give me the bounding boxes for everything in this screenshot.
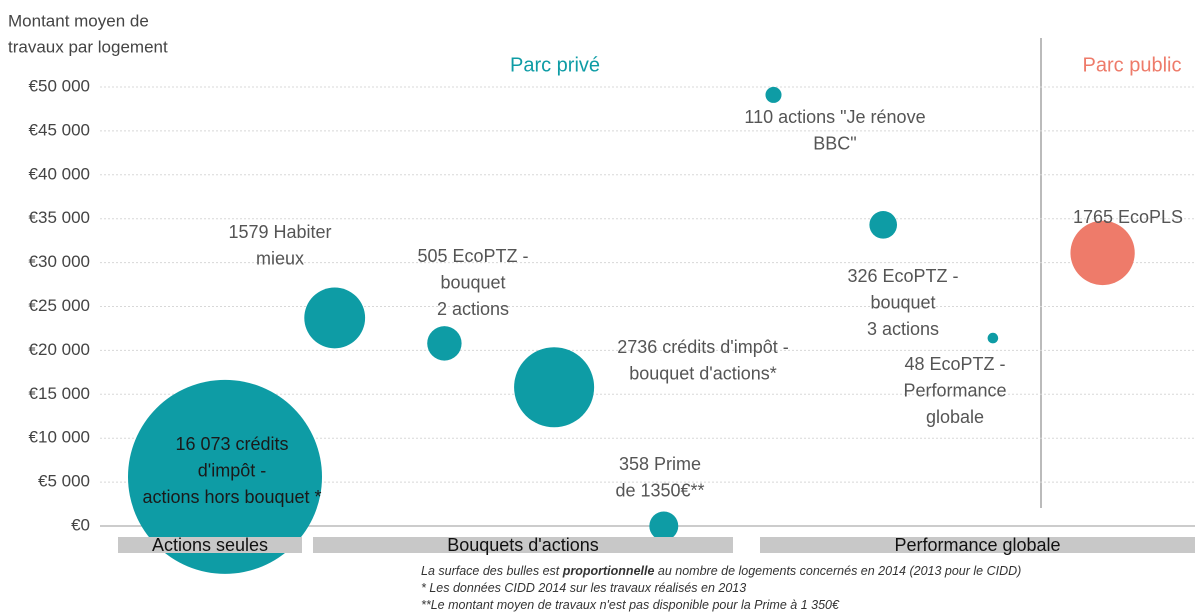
bubble bbox=[649, 511, 679, 541]
band bbox=[118, 537, 302, 553]
footnote-part: * Les données CIDD 2014 sur les travaux … bbox=[421, 581, 746, 595]
bubble bbox=[304, 287, 366, 349]
band-label: Bouquets d'actions bbox=[447, 535, 599, 555]
series-heading: Parc privé bbox=[510, 54, 600, 76]
bubble-label: bouquet bbox=[870, 292, 935, 312]
y-tick-label: €10 000 bbox=[29, 428, 90, 447]
bubble-label: 326 EcoPTZ - bbox=[847, 266, 958, 286]
band bbox=[760, 537, 1195, 553]
bubble-label: de 1350€** bbox=[615, 480, 704, 500]
bubble-label: globale bbox=[926, 407, 984, 427]
bubble bbox=[128, 379, 322, 574]
bubble bbox=[987, 332, 999, 344]
bubble-label: d'impôt - bbox=[198, 460, 266, 480]
band bbox=[313, 537, 733, 553]
bubble-label: bouquet d'actions* bbox=[629, 363, 777, 383]
bubble-label: 358 Prime bbox=[619, 454, 701, 474]
bubble-label: BBC" bbox=[813, 133, 856, 153]
footnote: La surface des bulles est proportionnell… bbox=[421, 564, 1021, 578]
footnote-part: La surface des bulles est bbox=[421, 564, 563, 578]
y-tick-label: €25 000 bbox=[29, 296, 90, 315]
bubble bbox=[765, 86, 782, 103]
bubble-label: bouquet bbox=[440, 272, 505, 292]
bubble-label: 3 actions bbox=[867, 319, 939, 339]
bubble-label: 505 EcoPTZ - bbox=[417, 246, 528, 266]
bubble-label: 110 actions "Je rénove bbox=[744, 107, 925, 127]
footnote-part: au nombre de logements concernés en 2014… bbox=[654, 564, 1021, 578]
bubble-label: actions hors bouquet * bbox=[142, 487, 321, 507]
footnote: * Les données CIDD 2014 sur les travaux … bbox=[421, 581, 746, 595]
band-label: Performance globale bbox=[894, 535, 1060, 555]
bubble-label: 1579 Habiter bbox=[228, 222, 331, 242]
y-tick-label: €5 000 bbox=[38, 472, 90, 491]
footnote-part: proportionnelle bbox=[562, 564, 655, 578]
bubble bbox=[514, 347, 595, 428]
bubble-label: 16 073 crédits bbox=[175, 434, 288, 454]
bubble bbox=[869, 211, 898, 239]
bubble-label: 2 actions bbox=[437, 299, 509, 319]
bubble-label: 48 EcoPTZ - bbox=[904, 354, 1005, 374]
band-label: Actions seules bbox=[152, 535, 268, 555]
bubble bbox=[1070, 220, 1135, 286]
y-tick-label: €0 bbox=[71, 515, 90, 534]
y-tick-label: €30 000 bbox=[29, 252, 90, 271]
bubble-label: mieux bbox=[256, 248, 304, 268]
series-heading: Parc public bbox=[1083, 54, 1182, 76]
footnote-part: **Le montant moyen de travaux n'est pas … bbox=[421, 598, 840, 612]
y-tick-label: €40 000 bbox=[29, 164, 90, 183]
y-tick-label: €15 000 bbox=[29, 384, 90, 403]
y-axis-title: travaux par logement bbox=[8, 37, 168, 56]
y-tick-label: €50 000 bbox=[29, 76, 90, 95]
footnote: **Le montant moyen de travaux n'est pas … bbox=[421, 598, 840, 612]
y-tick-label: €20 000 bbox=[29, 340, 90, 359]
y-axis-title: Montant moyen de bbox=[8, 11, 149, 30]
bubble-label: 2736 crédits d'impôt - bbox=[617, 337, 789, 357]
bubble-label: Performance bbox=[903, 380, 1006, 400]
y-tick-label: €35 000 bbox=[29, 208, 90, 227]
bubble bbox=[427, 326, 462, 361]
bubble-label: 1765 EcoPLS bbox=[1073, 207, 1183, 227]
y-tick-label: €45 000 bbox=[29, 120, 90, 139]
